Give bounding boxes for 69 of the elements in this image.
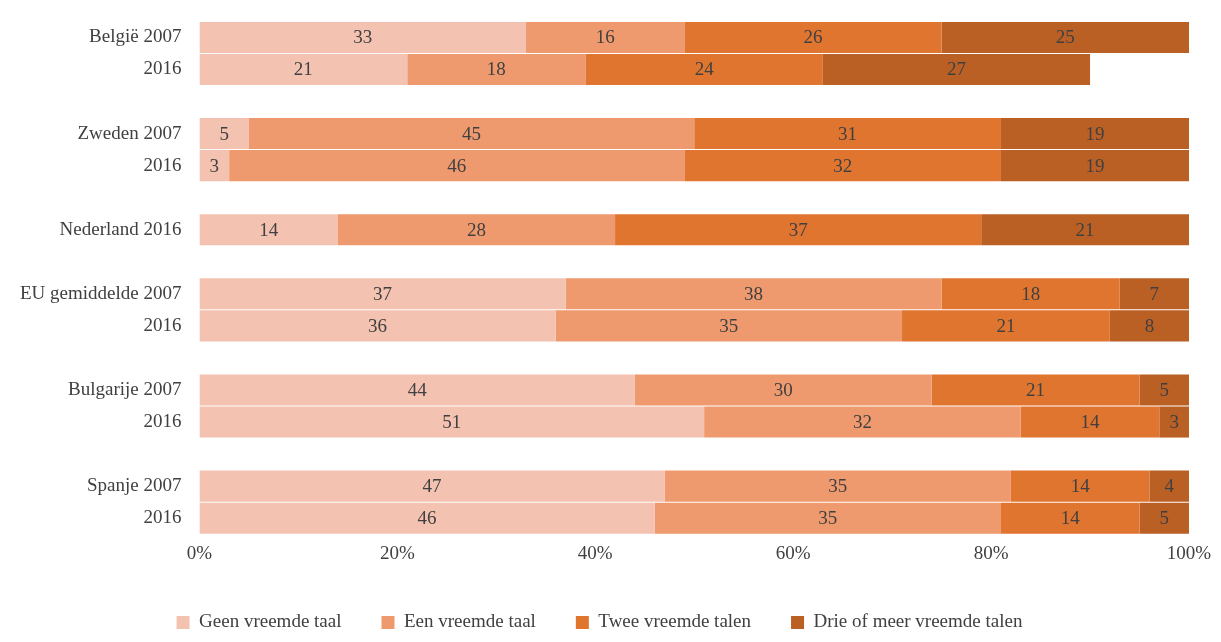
x-tick-label: 100%	[1166, 541, 1212, 563]
y-tick-label: 2016	[143, 410, 182, 432]
bar	[338, 214, 616, 246]
data-label: 18	[486, 58, 506, 80]
data-label: 3	[1169, 411, 1179, 433]
y-tick-label: 2016	[143, 57, 182, 79]
data-label: 18	[1021, 282, 1041, 304]
data-label: 5	[1159, 378, 1170, 400]
data-label: 51	[442, 411, 462, 433]
data-label: 5	[219, 122, 229, 144]
y-tick-label: Bulgarije 2007	[68, 377, 182, 399]
data-label: 35	[818, 507, 838, 529]
data-label: 46	[417, 507, 437, 529]
data-label: 19	[1085, 154, 1105, 176]
data-label: 21	[1075, 218, 1095, 240]
data-label: 26	[803, 26, 823, 48]
data-label: 28	[467, 218, 487, 240]
data-label: 46	[447, 154, 467, 176]
data-label: 32	[852, 411, 872, 433]
data-label: 7	[1149, 282, 1160, 304]
data-label: 21	[1026, 378, 1046, 400]
data-label: 37	[788, 218, 808, 240]
data-label: 35	[828, 475, 848, 497]
data-label: 25	[1055, 26, 1075, 48]
y-tick-label: 2016	[143, 153, 182, 175]
data-label: 27	[946, 58, 966, 80]
data-label: 31	[838, 122, 858, 144]
data-label: 21	[996, 314, 1016, 336]
x-tick-label: 60%	[775, 541, 811, 563]
legend-label: Geen vreemde taal	[199, 610, 342, 632]
data-label: 16	[595, 26, 615, 48]
data-label: 19	[1085, 122, 1105, 144]
y-tick-label: Zweden 2007	[77, 121, 182, 143]
y-tick-label: Nederland 2016	[59, 217, 182, 239]
data-label: 38	[744, 282, 764, 304]
data-label: 14	[1080, 411, 1101, 433]
data-label: 21	[293, 58, 313, 80]
data-label: 14	[259, 218, 279, 240]
data-label: 4	[1164, 475, 1175, 497]
data-label: 33	[353, 26, 373, 48]
data-label: 45	[462, 122, 482, 144]
x-tick-label: 80%	[973, 541, 1009, 563]
data-label: 8	[1144, 314, 1155, 336]
legend-label: Een vreemde taal	[403, 610, 536, 632]
bar	[981, 214, 1189, 246]
data-label: 24	[694, 58, 715, 80]
x-tick-label: 20%	[379, 541, 415, 563]
y-tick-label: 2016	[143, 313, 182, 335]
y-tick-label: EU gemiddelde 2007	[19, 281, 182, 303]
bar	[199, 214, 338, 246]
legend-label: Drie of meer vreemde talen	[813, 610, 1023, 632]
data-label: 47	[422, 475, 442, 497]
data-label: 36	[368, 314, 388, 336]
y-tick-label: 2016	[143, 506, 182, 528]
data-label: 35	[719, 314, 739, 336]
legend-label: Twee vreemde talen	[598, 610, 752, 632]
data-label: 5	[1159, 507, 1170, 529]
data-label: 30	[773, 378, 793, 400]
x-tick-label: 0%	[186, 541, 213, 563]
bar	[615, 214, 982, 246]
y-tick-label: Spanje 2007	[86, 474, 182, 496]
x-tick-label: 40%	[577, 541, 613, 563]
data-label: 14	[1070, 475, 1091, 497]
data-label: 44	[407, 378, 428, 400]
data-label: 32	[833, 154, 853, 176]
y-tick-label: België 2007	[89, 25, 182, 47]
data-label: 3	[209, 154, 220, 176]
data-label: 37	[373, 282, 393, 304]
data-label: 14	[1060, 507, 1081, 529]
